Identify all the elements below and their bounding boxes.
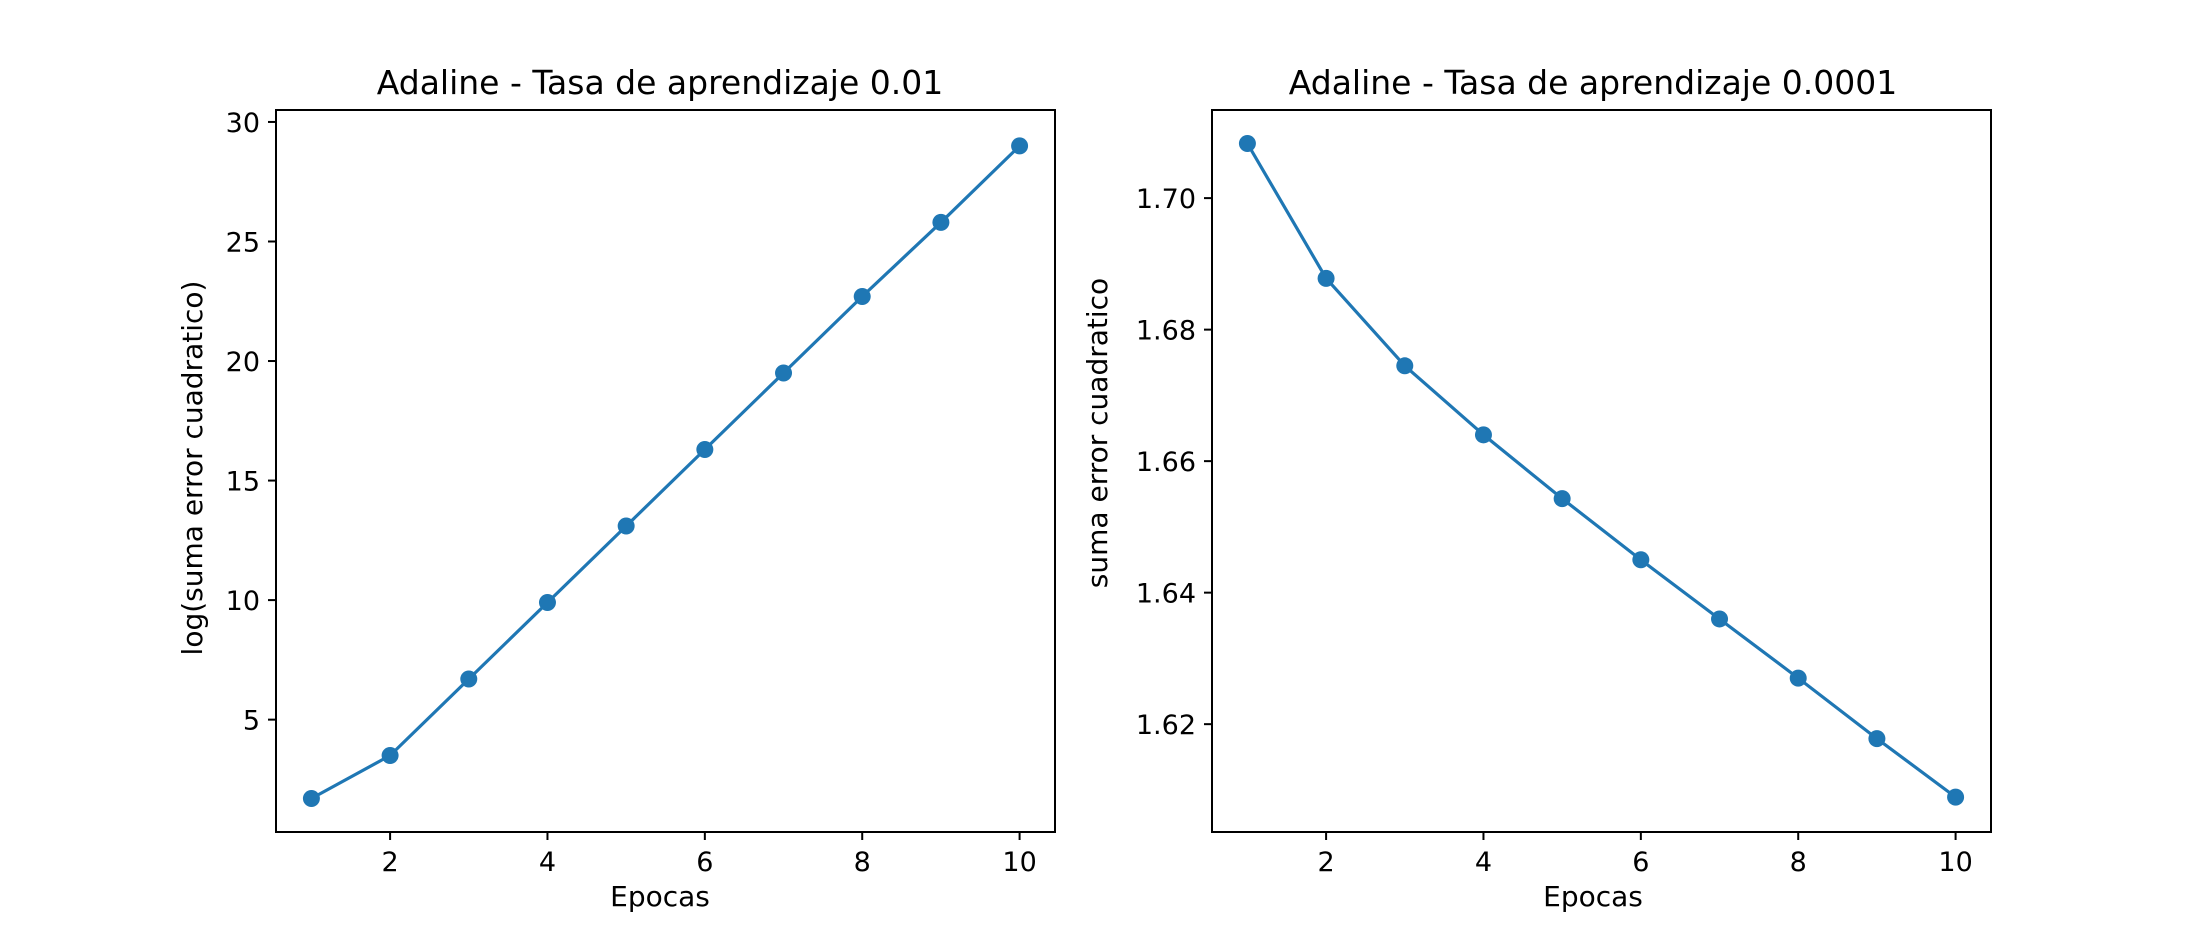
x-tick-label: 8 bbox=[854, 847, 871, 878]
series-line bbox=[1238, 135, 1965, 806]
subplot-right: Adaline - Tasa de aprendizaje 0.0001 2 4 6… bbox=[1081, 63, 1992, 913]
x-tick-label: 10 bbox=[1938, 847, 1972, 878]
data-point bbox=[1947, 788, 1965, 806]
y-tick-label: 20 bbox=[226, 347, 260, 378]
data-point bbox=[932, 213, 950, 231]
data-point bbox=[302, 790, 320, 808]
data-point bbox=[1868, 730, 1886, 748]
series-line-path bbox=[310, 144, 1021, 800]
data-point bbox=[1317, 269, 1335, 287]
x-tick-label: 6 bbox=[696, 847, 713, 878]
data-point bbox=[1789, 669, 1807, 687]
data-point bbox=[1396, 357, 1414, 375]
x-tick-label: 2 bbox=[1318, 847, 1335, 878]
y-tick-label: 1.68 bbox=[1136, 316, 1196, 347]
y-tick-label: 25 bbox=[226, 227, 260, 258]
chart-title: Adaline - Tasa de aprendizaje 0.01 bbox=[377, 63, 944, 102]
x-tick-label: 8 bbox=[1790, 847, 1807, 878]
data-point bbox=[1011, 137, 1029, 155]
data-point bbox=[538, 593, 556, 611]
x-axis-label: Epocas bbox=[610, 880, 710, 913]
y-tick-label: 1.64 bbox=[1136, 579, 1196, 610]
data-point bbox=[853, 287, 871, 305]
data-point bbox=[1632, 551, 1650, 569]
data-point bbox=[617, 517, 635, 535]
ticks: 2 4 6 8 10 1.62 1.64 1.66 1.68 1.70 bbox=[1136, 184, 1973, 878]
x-tick-label: 10 bbox=[1002, 847, 1036, 878]
axes-frame bbox=[1211, 109, 1992, 833]
data-point bbox=[381, 746, 399, 764]
chart-title: Adaline - Tasa de aprendizaje 0.0001 bbox=[1289, 63, 1898, 102]
series-line-path bbox=[1246, 142, 1957, 799]
y-tick-label: 1.62 bbox=[1136, 710, 1196, 741]
x-tick-label: 6 bbox=[1632, 847, 1649, 878]
x-tick-label: 4 bbox=[1475, 847, 1492, 878]
y-tick-label: 10 bbox=[226, 586, 260, 617]
data-point bbox=[696, 440, 714, 458]
data-point bbox=[1474, 426, 1492, 444]
x-axis-label: Epocas bbox=[1543, 880, 1643, 913]
data-point bbox=[1238, 135, 1256, 153]
x-tick-label: 2 bbox=[382, 847, 399, 878]
data-point bbox=[460, 670, 478, 688]
y-axis-label: log(suma error cuadratico) bbox=[176, 281, 209, 656]
y-tick-label: 15 bbox=[226, 467, 260, 498]
subplot-left: Adaline - Tasa de aprendizaje 0.01 2 4 6 8 1… bbox=[176, 63, 1056, 913]
data-point bbox=[775, 364, 793, 382]
y-tick-label: 30 bbox=[226, 108, 260, 139]
series-line bbox=[302, 137, 1029, 808]
y-tick-label: 1.66 bbox=[1136, 447, 1196, 478]
x-tick-label: 4 bbox=[539, 847, 556, 878]
y-axis-label: suma error cuadratico bbox=[1081, 278, 1114, 588]
axes-frame bbox=[275, 109, 1056, 833]
data-point bbox=[1553, 490, 1571, 508]
data-point bbox=[1711, 610, 1729, 628]
y-tick-label: 5 bbox=[243, 706, 260, 737]
ticks: 2 4 6 8 10 5 10 15 20 25 30 bbox=[226, 108, 1037, 878]
y-tick-label: 1.70 bbox=[1136, 184, 1196, 215]
